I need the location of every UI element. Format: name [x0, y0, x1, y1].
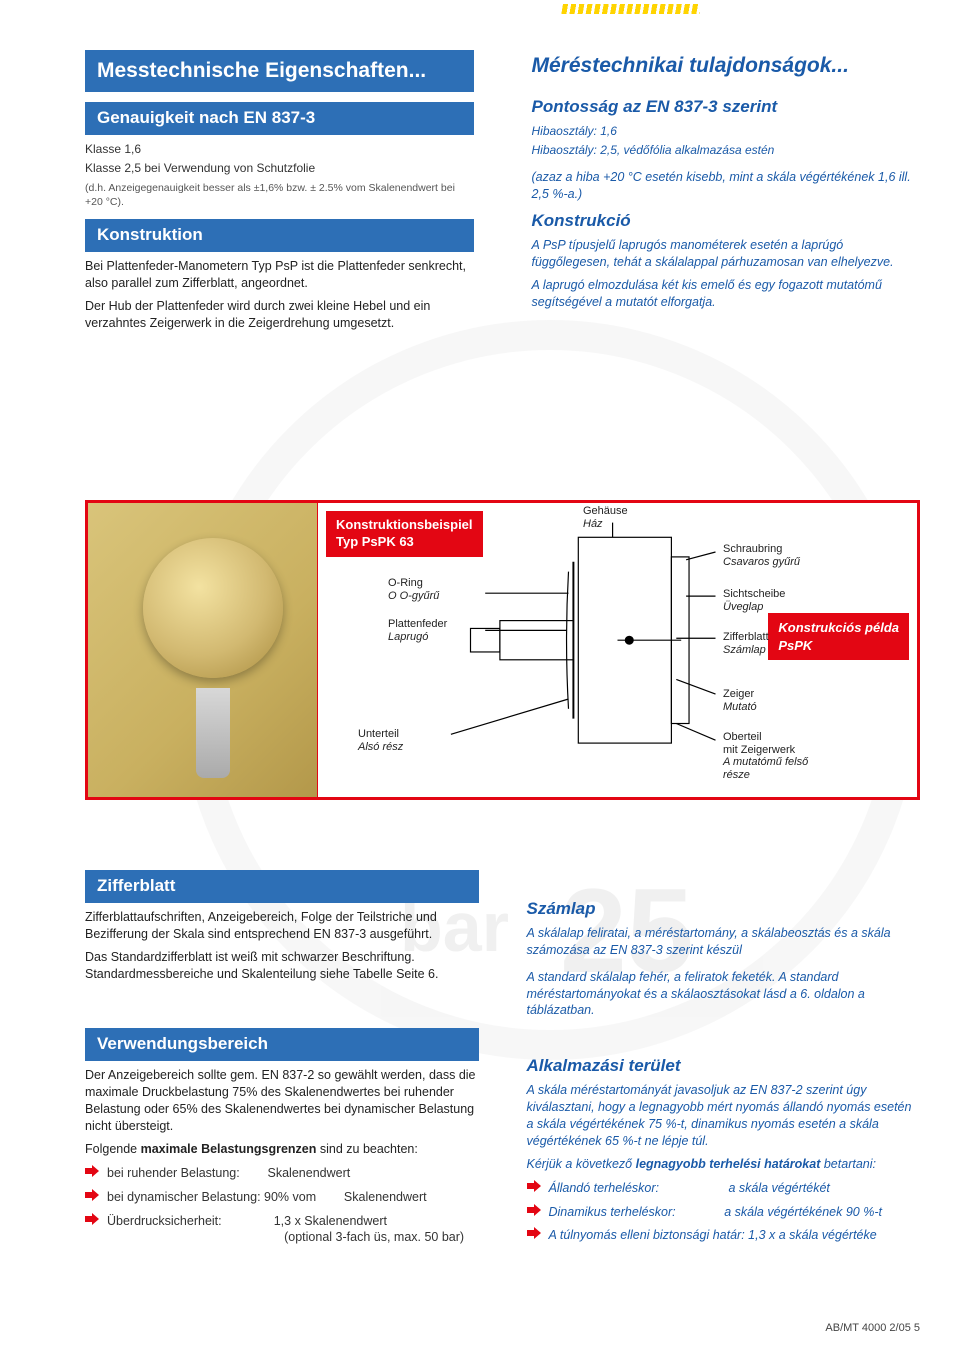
- schematic-area: Konstruktionsbeispiel Typ PsPK 63 Konstr…: [318, 503, 917, 797]
- diagram-box: Konstruktionsbeispiel Typ PsPK 63 Konstr…: [85, 500, 920, 800]
- txt: sind zu beachten:: [320, 1142, 418, 1156]
- construction-header-hu: Konstrukció: [532, 210, 921, 233]
- construction-p1-de: Bei Plattenfeder-Manometern Typ PsP ist …: [85, 258, 474, 292]
- arrow-icon: [85, 1189, 99, 1201]
- label-de: Unterteil: [358, 728, 399, 740]
- label-hu: Csavaros gyűrű: [723, 556, 800, 568]
- accuracy-note-hu: (azaz a hiba +20 °C esetén kisebb, mint …: [532, 169, 921, 203]
- arrow-icon: [527, 1180, 541, 1192]
- txt: Folgende: [85, 1142, 141, 1156]
- label-de: Sichtscheibe: [723, 588, 785, 600]
- bold: maximale Belastungsgrenzen: [141, 1142, 317, 1156]
- lower-left: Zifferblatt Zifferblattaufschriften, Anz…: [85, 870, 479, 1253]
- accuracy-list-de: Klasse 1,6 Klasse 2,5 bei Verwendung von…: [85, 141, 474, 209]
- dial-p1-de: Zifferblattaufschriften, Anzeigebereich,…: [85, 909, 479, 943]
- bullet-text: Dinamikus terheléskor: a skála végértéké…: [549, 1204, 882, 1221]
- bullet: bei dynamischer Belastung: 90% vom Skale…: [85, 1189, 479, 1206]
- label-hu: A mutatómű felső: [723, 756, 808, 768]
- label-hu: Mutató: [723, 701, 757, 713]
- accuracy-item: Klasse 2,5 bei Verwendung von Schutzfoli…: [85, 160, 474, 176]
- bullet: Dinamikus terheléskor: a skála végértéké…: [527, 1204, 921, 1221]
- bullet: bei ruhender Belastung: Skalenendwert: [85, 1165, 479, 1182]
- label-de: Plattenfeder: [388, 618, 447, 630]
- label-hu: Üveglap: [723, 601, 763, 613]
- label-schraubring: Schraubring Csavaros gyűrű: [723, 543, 800, 568]
- label-hu: O O-gyűrű: [388, 590, 439, 602]
- label-plattenfeder: Plattenfeder Laprugó: [388, 618, 447, 643]
- label-hu: Számlap: [723, 644, 766, 656]
- label-de2: mit Zeigerwerk: [723, 744, 795, 756]
- label-hu: Alsó rész: [358, 741, 403, 753]
- dial-p2-hu: A standard skálalap fehér, a feliratok f…: [527, 969, 921, 1020]
- bullet-text: bei dynamischer Belastung: 90% vom Skale…: [107, 1189, 427, 1206]
- page: bar Messtechnische Eigenschaften... Gena…: [0, 0, 960, 1358]
- label-hu2: része: [723, 769, 750, 781]
- label-de: Zeiger: [723, 688, 754, 700]
- label-de: O-Ring: [388, 577, 423, 589]
- label-oring: O-Ring O O-gyűrű: [388, 577, 439, 602]
- label-unterteil: Unterteil Alsó rész: [358, 728, 403, 753]
- cross-section-svg: [318, 503, 917, 797]
- dial-p1-hu: A skálalap feliratai, a méréstartomány, …: [527, 925, 921, 959]
- page-footer: AB/MT 4000 2/05 5: [825, 1321, 920, 1336]
- bullet-text: bei ruhender Belastung: Skalenendwert: [107, 1165, 350, 1182]
- dial-header-de: Zifferblatt: [85, 870, 479, 903]
- accuracy-item: Hibaosztály: 2,5, védőfólia alkalmazása …: [532, 142, 921, 158]
- label-de: Zifferblatt: [723, 631, 769, 643]
- usage-p1-de: Der Anzeigebereich sollte gem. EN 837-2 …: [85, 1067, 479, 1135]
- accuracy-list-hu: Hibaosztály: 1,6 Hibaosztály: 2,5, védőf…: [532, 123, 921, 158]
- dial-p2-de: Das Standardzifferblatt ist weiß mit sch…: [85, 949, 479, 983]
- txt: betartani:: [824, 1157, 876, 1171]
- label-gehaeuse: Gehäuse Ház: [583, 505, 628, 530]
- txt: Kérjük a következő: [527, 1157, 636, 1171]
- construction-p2-hu: A laprugó elmozdulása két kis emelő és e…: [532, 277, 921, 311]
- left-column: Messtechnische Eigenschaften... Genauigk…: [85, 50, 474, 337]
- label-de: Schraubring: [723, 543, 782, 555]
- title-de: Messtechnische Eigenschaften...: [85, 50, 474, 92]
- construction-header-de: Konstruktion: [85, 219, 474, 252]
- usage-p2-hu: Kérjük a következő legnagyobb terhelési …: [527, 1156, 921, 1173]
- bullet: A túlnyomás elleni biztonsági határ: 1,3…: [527, 1227, 921, 1244]
- bullet: Überdrucksicherheit: 1,3 x Skalenendwert…: [85, 1213, 479, 1247]
- lower-right: Számlap A skálalap feliratai, a méréstar…: [527, 870, 921, 1253]
- arrow-icon: [85, 1213, 99, 1225]
- label-de: Gehäuse: [583, 505, 628, 517]
- usage-p2-de: Folgende maximale Belastungsgrenzen sind…: [85, 1141, 479, 1158]
- dial-header-hu: Számlap: [527, 898, 921, 921]
- usage-header-de: Verwendungsbereich: [85, 1028, 479, 1061]
- bullet-text: A túlnyomás elleni biztonsági határ: 1,3…: [549, 1227, 877, 1244]
- arrow-icon: [527, 1204, 541, 1216]
- accuracy-note: (d.h. Anzeigegenauigkeit besser als ±1,6…: [85, 181, 474, 209]
- manometer-photo: [88, 503, 318, 797]
- usage-p1-hu: A skála méréstartományát javasoljuk az E…: [527, 1082, 921, 1150]
- accuracy-item: Klasse 1,6: [85, 141, 474, 157]
- arrow-icon: [527, 1227, 541, 1239]
- yellow-marker-stripe: [560, 4, 700, 14]
- label-zifferblatt: Zifferblatt Számlap: [723, 631, 769, 656]
- label-de: Oberteil: [723, 731, 762, 743]
- top-section: Messtechnische Eigenschaften... Genauigk…: [85, 50, 920, 337]
- accuracy-header-de: Genauigkeit nach EN 837-3: [85, 102, 474, 135]
- bullet: Állandó terheléskor: a skála végértékét: [527, 1180, 921, 1197]
- usage-bullets-hu: Állandó terheléskor: a skála végértékét …: [527, 1180, 921, 1245]
- construction-p2-de: Der Hub der Plattenfeder wird durch zwei…: [85, 298, 474, 332]
- construction-p1-hu: A PsP típusjelű laprugós manométerek ese…: [532, 237, 921, 271]
- accuracy-item: Hibaosztály: 1,6: [532, 123, 921, 139]
- bullet-text: Állandó terheléskor: a skála végértékét: [549, 1180, 830, 1197]
- label-hu: Ház: [583, 518, 603, 530]
- label-oberteil: Oberteil mit Zeigerwerk A mutatómű felső…: [723, 731, 808, 782]
- label-sichtscheibe: Sichtscheibe Üveglap: [723, 588, 785, 613]
- accuracy-header-hu: Pontosság az EN 837-3 szerint: [532, 96, 921, 119]
- title-hu: Méréstechnikai tulajdonságok...: [532, 50, 921, 82]
- usage-header-hu: Alkalmazási terület: [527, 1055, 921, 1078]
- label-hu: Laprugó: [388, 631, 428, 643]
- bullet-text: Überdrucksicherheit: 1,3 x Skalenendwert…: [107, 1213, 464, 1247]
- lower-section: Zifferblatt Zifferblattaufschriften, Anz…: [85, 870, 920, 1253]
- bold: legnagyobb terhelési határokat: [636, 1157, 821, 1171]
- usage-bullets-de: bei ruhender Belastung: Skalenendwert be…: [85, 1165, 479, 1247]
- arrow-icon: [85, 1165, 99, 1177]
- label-zeiger: Zeiger Mutató: [723, 688, 757, 713]
- right-column: Méréstechnikai tulajdonságok... Pontossá…: [522, 50, 921, 337]
